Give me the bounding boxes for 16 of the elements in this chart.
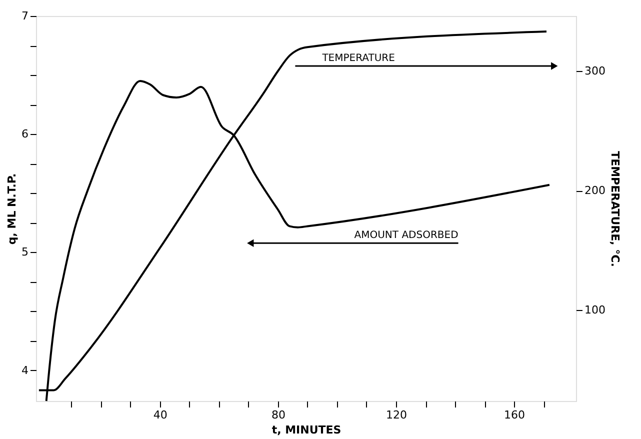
y2-tick-label: 300 (584, 64, 606, 78)
x-axis-title: t, MINUTES (272, 424, 342, 436)
y-axis-title: q, ML N.T.P. (6, 173, 18, 245)
x-tick-label: 40 (153, 408, 168, 422)
y-tick-label: 7 (22, 10, 28, 22)
x-tick-label: 80 (271, 408, 286, 422)
y2-tick-label: 100 (584, 304, 606, 317)
y2-axis-title: TEMPERATURE, °C. (608, 151, 622, 267)
y2-tick-label: 200 (584, 184, 606, 198)
annotation: TEMPERATURE (321, 53, 395, 64)
y-tick-label: 4 (22, 364, 28, 377)
y-tick-label: 6 (22, 128, 28, 141)
annotation: AMOUNT ADSORBED (354, 230, 459, 242)
x-tick-label: 120 (386, 408, 407, 422)
x-tick-label: 160 (504, 408, 526, 422)
y-tick-label: 5 (22, 246, 28, 259)
